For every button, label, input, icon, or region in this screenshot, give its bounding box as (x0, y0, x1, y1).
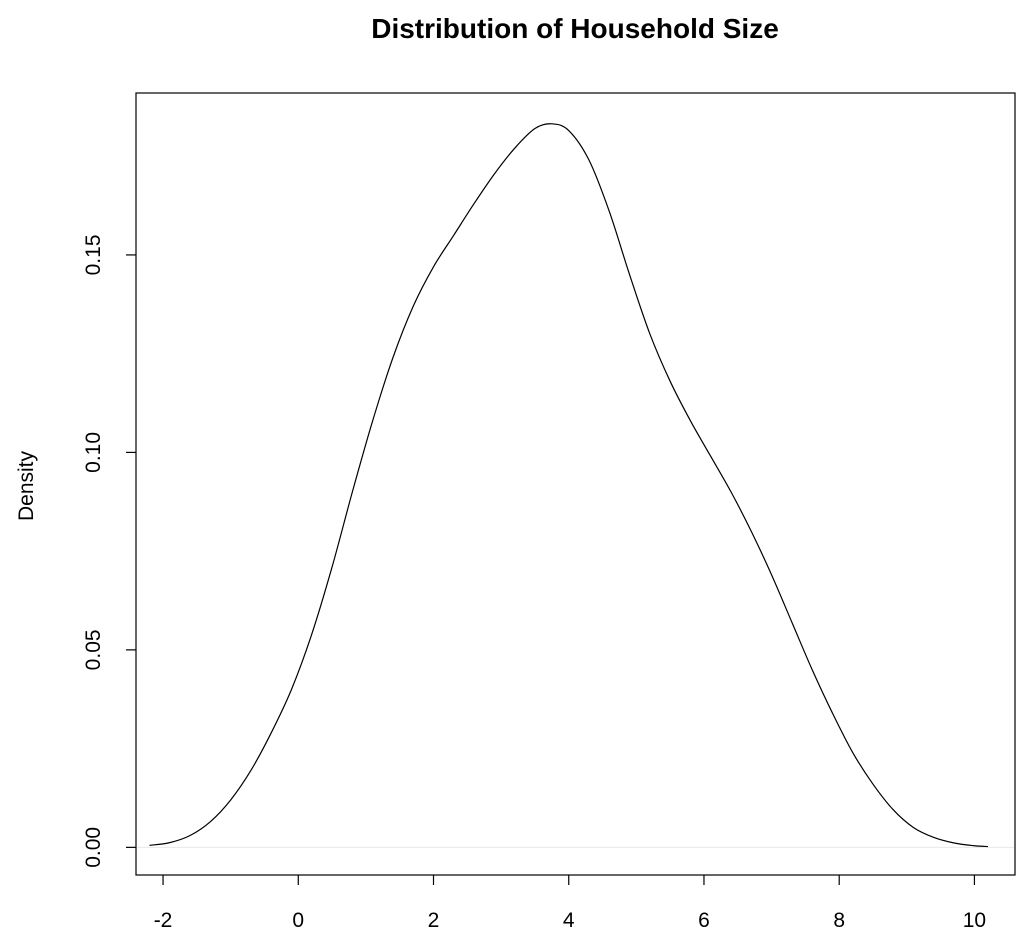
plot-frame (135, 92, 1016, 876)
x-tick-label: 4 (563, 909, 575, 932)
y-tick-label: 0.05 (82, 629, 105, 670)
x-tick-label: 0 (292, 909, 304, 932)
x-tick-label: 2 (428, 909, 440, 932)
x-tick-label: 10 (963, 909, 986, 932)
y-tick-label: 0.10 (82, 432, 105, 473)
x-axis: -2 0 2 4 6 8 10 (154, 875, 986, 932)
y-axis-label: Density (15, 450, 38, 521)
x-tick-label: -2 (154, 909, 173, 932)
density-curve (149, 123, 988, 848)
chart-title: Distribution of Household Size (371, 13, 779, 44)
x-tick-label: 8 (833, 909, 845, 932)
y-axis: 0.00 0.05 0.10 0.15 (82, 234, 136, 868)
y-tick-label: 0.15 (82, 234, 105, 275)
y-tick-label: 0.00 (82, 827, 105, 868)
x-tick-label: 6 (698, 909, 710, 932)
